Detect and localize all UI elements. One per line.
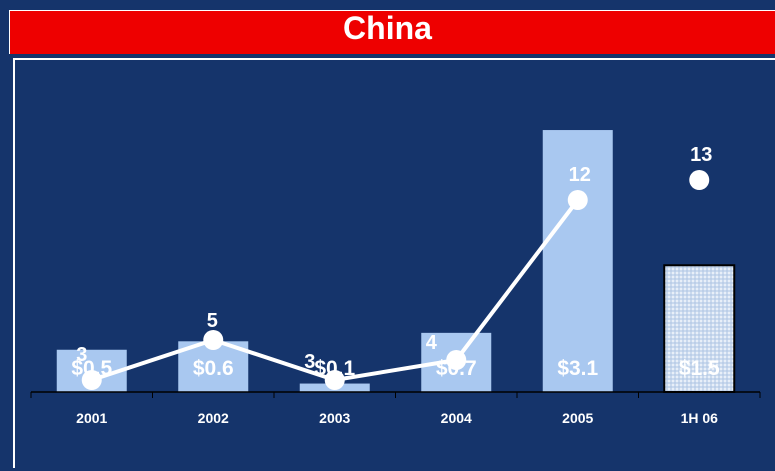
x-tick-label-2003: 2003 bbox=[319, 410, 350, 426]
line-value-label-2003: 3 bbox=[304, 351, 315, 373]
line-value-label-2002: 5 bbox=[207, 310, 218, 332]
x-tick-label-1H 06: 1H 06 bbox=[681, 410, 719, 426]
line-point-2004 bbox=[446, 350, 467, 370]
line-point-2003 bbox=[324, 370, 345, 390]
bar-value-label-2005: $3.1 bbox=[557, 357, 598, 380]
x-tick-label-2002: 2002 bbox=[198, 410, 229, 426]
line-point-2005 bbox=[567, 190, 588, 210]
bar-1H 06 bbox=[663, 264, 736, 393]
bar-value-label-2001: $0.5 bbox=[71, 357, 112, 380]
line-point-2001 bbox=[81, 370, 102, 390]
line-value-label-1H 06: 13 bbox=[690, 144, 712, 166]
bar-value-label-2002: $0.6 bbox=[193, 357, 234, 380]
bar-2005 bbox=[542, 130, 613, 393]
title-bar bbox=[9, 10, 775, 54]
line-value-label-2005: 12 bbox=[569, 164, 591, 186]
line-point-1H 06 bbox=[689, 170, 710, 190]
x-tick-label-2005: 2005 bbox=[562, 410, 593, 426]
line-value-label-2004: 4 bbox=[426, 332, 438, 354]
x-tick-label-2004: 2004 bbox=[441, 410, 472, 426]
line-value-label-2001: 3 bbox=[76, 344, 87, 366]
bar-value-label-2003: $0.1 bbox=[314, 357, 355, 380]
plot-panel bbox=[13, 58, 775, 468]
x-tick-label-2001: 2001 bbox=[76, 410, 107, 426]
line-point-2002 bbox=[203, 330, 224, 350]
bar-value-label-1H 06: $1.5 bbox=[679, 357, 720, 380]
line-series bbox=[91, 198, 580, 382]
chart-title: China bbox=[343, 10, 432, 46]
